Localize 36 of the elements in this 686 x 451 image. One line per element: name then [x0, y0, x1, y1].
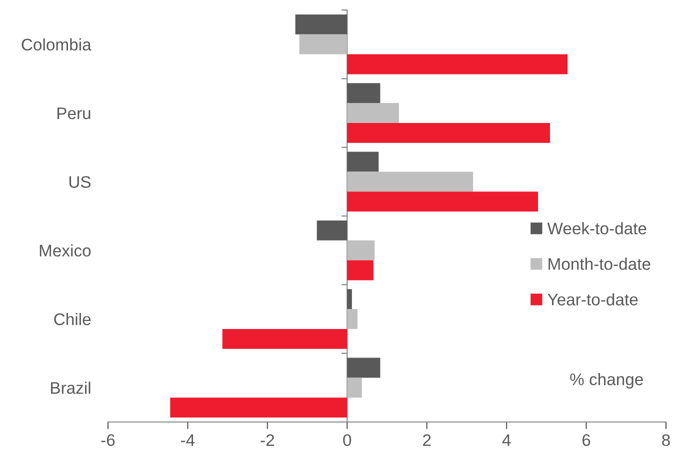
bar — [347, 378, 362, 398]
bar — [347, 122, 550, 143]
x-tick-label: 0 — [343, 434, 352, 446]
bar — [347, 54, 568, 74]
x-tick-label: -6 — [101, 434, 115, 446]
bar — [299, 34, 348, 54]
bar — [295, 14, 348, 34]
x-tick-label: 2 — [423, 434, 431, 446]
bar — [347, 289, 352, 310]
legend-label: Year-to-date — [548, 293, 638, 306]
bar — [222, 328, 348, 349]
bar — [347, 103, 399, 123]
y-tick-label: Colombia — [22, 38, 92, 51]
bar — [347, 240, 375, 260]
x-tick-label: -4 — [181, 434, 195, 446]
y-tick-label: Peru — [57, 108, 90, 120]
bar — [347, 260, 374, 280]
y-tick-label: Chile — [54, 312, 91, 326]
y-tick-label: Brazil — [51, 382, 90, 394]
bar — [347, 358, 380, 378]
annotation: % change — [570, 373, 643, 389]
bar — [347, 152, 379, 172]
x-tick-label: 4 — [502, 434, 511, 446]
bar — [347, 309, 358, 329]
bar — [347, 172, 474, 192]
legend-label: Week-to-date — [547, 222, 646, 234]
x-tick-label: 8 — [662, 434, 670, 446]
y-tick-label: Mexico — [40, 244, 91, 257]
bar — [170, 398, 348, 418]
bar — [347, 83, 380, 104]
x-tick-label: -2 — [260, 434, 274, 446]
bar — [316, 220, 348, 240]
x-tick-label: 6 — [582, 434, 590, 446]
y-tick-label: US — [69, 176, 91, 188]
bar — [347, 192, 538, 212]
legend-label: Month-to-date — [548, 258, 650, 270]
